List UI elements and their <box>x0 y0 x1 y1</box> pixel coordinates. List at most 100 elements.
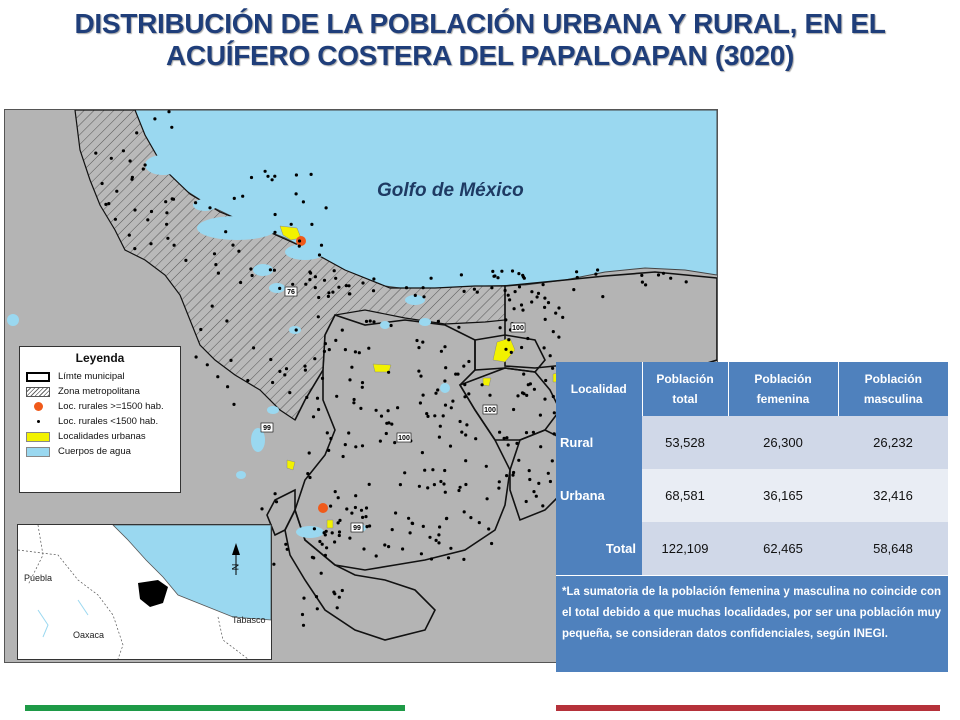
rural-locality-dot <box>166 236 170 240</box>
rural-locality-dot <box>542 346 546 350</box>
rural-locality-dot <box>561 315 565 319</box>
rural-locality-dot <box>371 289 376 293</box>
rural-locality-dot <box>360 444 365 448</box>
rural-locality-dot <box>387 370 391 374</box>
rural-locality-dot <box>323 533 327 537</box>
rural-locality-dot <box>485 497 489 501</box>
rural-locality-dot <box>498 430 502 434</box>
header-poblacion-total: Población total <box>642 362 729 416</box>
rural-locality-dot <box>232 196 236 200</box>
rural-locality-dot <box>548 479 553 484</box>
rural-locality-dot <box>417 484 421 488</box>
rural-locality-dot <box>528 477 532 482</box>
footer-green-bar <box>25 705 405 711</box>
rural-locality-dot <box>172 243 176 247</box>
rural-locality-dot <box>491 269 495 273</box>
rural-locality-dot <box>320 542 324 546</box>
rural-locality-dot <box>354 445 358 449</box>
rural-locality-dot <box>357 351 361 355</box>
rural-locality-dot <box>403 471 407 475</box>
rural-locality-dot <box>241 194 245 198</box>
rural-locality-dot <box>115 189 119 193</box>
cell-femenina: 62,465 <box>728 522 838 575</box>
rural-locality-dot <box>536 291 541 295</box>
rural-locality-dot <box>379 414 384 418</box>
rural-locality-dot <box>488 393 492 397</box>
rural-locality-dot <box>323 553 327 557</box>
rural-locality-dot <box>327 291 331 295</box>
rural-locality-dot <box>334 276 338 280</box>
rural-locality-dot <box>512 307 516 311</box>
rural-locality-dot <box>445 516 449 520</box>
rural-locality-dot <box>464 459 468 463</box>
rural-locality-dot <box>263 169 267 173</box>
table-row-rural: Rural 53,528 26,300 26,232 <box>556 416 948 469</box>
rural-locality-dot <box>216 375 220 379</box>
rural-locality-dot <box>128 159 132 163</box>
rural-locality-dot <box>345 507 349 511</box>
rural-locality-dot <box>273 212 277 217</box>
rural-locality-dot <box>459 273 463 277</box>
rural-locality-dot <box>347 431 351 435</box>
rural-locality-dot <box>297 239 302 243</box>
rural-locality-dot <box>294 328 298 332</box>
table-row-urbana: Urbana 68,581 36,165 32,416 <box>556 469 948 522</box>
rural-locality-dot <box>544 378 548 383</box>
rural-locality-dot <box>327 348 331 352</box>
rural-locality-dot <box>360 385 364 389</box>
rural-locality-dot <box>316 315 320 319</box>
rural-locality-dot <box>532 387 537 391</box>
rural-locality-dot <box>331 290 335 294</box>
rural-locality-dot <box>289 222 293 226</box>
rural-locality-dot <box>323 342 327 346</box>
rural-locality-dot <box>352 401 356 405</box>
rural-locality-dot <box>530 290 534 294</box>
rural-locality-dot <box>284 367 289 371</box>
rural-locality-dot <box>340 328 344 332</box>
footer-red-bar <box>556 705 940 711</box>
rural-locality-dot <box>146 218 150 222</box>
rural-locality-dot <box>408 531 412 535</box>
rural-locality-dot <box>303 368 307 372</box>
rural-locality-dot <box>436 319 440 323</box>
legend-label: Loc. rurales <1500 hab. <box>58 416 159 427</box>
cell-femenina: 36,165 <box>728 469 838 522</box>
rural-locality-dot <box>526 383 530 387</box>
rural-locality-dot <box>308 278 312 282</box>
rural-locality-dot <box>224 230 228 234</box>
rural-locality-dot <box>421 393 425 397</box>
rural-locality-dot <box>337 285 341 289</box>
rural-locality-dot <box>170 125 174 129</box>
rural-locality-dot <box>383 543 387 547</box>
rural-locality-dot <box>444 366 448 370</box>
cell-total: 68,581 <box>642 469 728 522</box>
rural-locality-dot <box>149 209 154 214</box>
rural-locality-dot <box>504 318 508 322</box>
rural-locality-dot <box>434 391 438 395</box>
rural-locality-dot <box>315 607 319 611</box>
rural-locality-dot <box>104 202 108 206</box>
rural-locality-dot <box>458 419 462 424</box>
rural-locality-dot <box>249 175 254 180</box>
rural-locality-dot <box>467 392 471 396</box>
orange-dot-icon <box>26 402 50 412</box>
rural-locality-dot <box>640 273 644 277</box>
rural-locality-dot <box>365 525 369 529</box>
rural-locality-dot <box>194 201 198 205</box>
rural-locality-dot <box>498 326 502 330</box>
rural-locality-dot <box>94 151 98 155</box>
rural-locality-dot <box>462 557 466 561</box>
water-bodies <box>7 155 450 538</box>
rural-locality-dot <box>524 499 528 504</box>
rural-locality-dot <box>504 347 508 351</box>
title-line-1: DISTRIBUCIÓN DE LA POBLACIÓN URBANA Y RU… <box>74 8 886 39</box>
rural-locality-dot <box>413 293 417 297</box>
rural-locality-dot <box>532 490 536 494</box>
rural-locality-dot <box>260 507 264 511</box>
rural-locality-dot <box>431 468 435 472</box>
rural-locality-dot <box>457 488 461 493</box>
rural-locality-dot <box>404 286 409 290</box>
rural-locality-dot <box>113 217 117 221</box>
header-localidad: Localidad <box>556 362 643 416</box>
rural-locality-dot <box>333 540 337 544</box>
